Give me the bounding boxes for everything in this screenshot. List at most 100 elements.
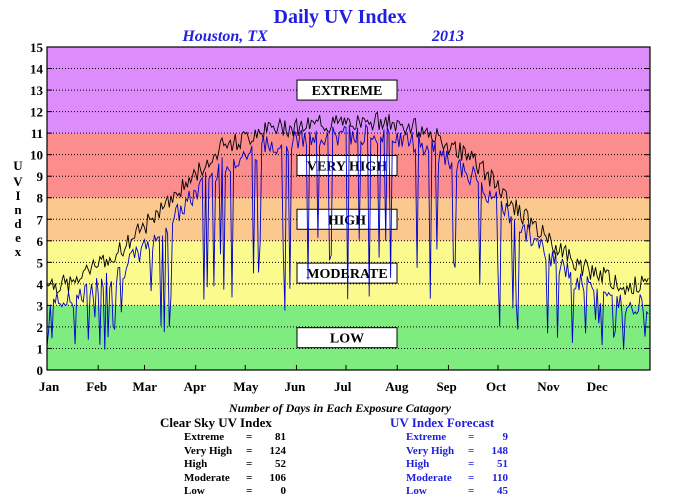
- band-label-text: MODERATE: [306, 267, 387, 282]
- y-axis-label-letter: I: [15, 188, 20, 203]
- band-label-box: [296, 327, 398, 349]
- stats-row: Low = 45: [406, 485, 508, 499]
- stats-row-label: Very High: [406, 444, 455, 457]
- series-lines: [46, 111, 649, 350]
- band-label-extreme: EXTREME: [296, 79, 398, 101]
- stats-row: Moderate = 110: [406, 472, 508, 486]
- band-label-moderate: MODERATE: [296, 262, 398, 284]
- x-tick-label: Oct: [486, 379, 507, 394]
- stats-row-label: Low: [406, 485, 427, 497]
- y-tick-label: 10: [30, 148, 43, 163]
- x-tick-label: Feb: [86, 379, 107, 394]
- forecast-rows: Extreme = 9 Very High = 148 High = 51 Moderate = 11…: [406, 431, 508, 499]
- y-tick-label: 11: [31, 126, 43, 141]
- forecast-stats: UV Index Forecast Extreme = 9 Very High = 148…: [390, 415, 508, 499]
- stats-row-value: 9: [502, 431, 509, 443]
- stats-row-value: 45: [497, 485, 508, 497]
- y-tick-label: 4: [37, 277, 44, 292]
- y-tick-label: 13: [30, 83, 44, 98]
- chart-location: Houston, TX: [181, 28, 268, 45]
- x-tick-label: May: [233, 379, 259, 394]
- stats-row-value: 148: [491, 444, 509, 457]
- x-tick-label: Mar: [132, 379, 157, 394]
- stats-row-label: Low: [184, 485, 205, 497]
- band-label-text: EXTREME: [312, 84, 383, 99]
- forecast-title: UV Index Forecast: [390, 415, 495, 430]
- chart-title: Daily UV Index: [274, 6, 407, 28]
- band-label-low: LOW: [296, 327, 398, 349]
- band-label-text: VERY HIGH: [307, 159, 387, 174]
- y-axis-label-letter: e: [15, 230, 21, 245]
- y-tick-label: 12: [30, 105, 43, 120]
- stats-row: High = 52: [184, 458, 286, 472]
- clear-sky-title: Clear Sky UV Index: [160, 415, 272, 430]
- y-tick-label: 7: [37, 212, 44, 227]
- y-tick-label: 5: [37, 255, 44, 270]
- clear-sky-rows: Extreme = 81 Very High = 124 High = 52 Moderate = 1…: [184, 431, 286, 499]
- band-label-text: LOW: [330, 332, 364, 347]
- stats-row-equals: =: [246, 444, 253, 457]
- y-tick-label: 6: [37, 234, 44, 249]
- stats-row-value: 52: [275, 458, 286, 470]
- stats-row-equals: =: [468, 431, 475, 443]
- stats-row: Very High = 148: [406, 445, 508, 459]
- x-tick-label: Nov: [537, 379, 560, 394]
- series-clear-sky-line: [46, 111, 649, 295]
- stats-row-equals: =: [246, 485, 253, 497]
- stats-row-equals: =: [468, 458, 475, 470]
- chart-year: 2013: [431, 28, 464, 45]
- uv-index-chart: Daily UV Index Houston, TX 2013 LOWMODER…: [13, 6, 651, 415]
- x-tick-label: Aug: [385, 379, 409, 394]
- x-tick-label: Jun: [284, 379, 306, 394]
- stats-row-value: 51: [497, 458, 508, 470]
- stats-row-label: Extreme: [406, 431, 447, 443]
- y-axis-label-letter: U: [13, 158, 23, 173]
- stats-row-label: Extreme: [184, 431, 225, 443]
- y-tick-label: 9: [37, 169, 44, 184]
- stats-row-label: Very High: [184, 444, 233, 457]
- stats-row-equals: =: [246, 458, 253, 470]
- y-tick-label: 2: [37, 320, 44, 335]
- y-tick-label: 1: [37, 341, 44, 356]
- stats-row-value: 110: [492, 471, 508, 484]
- x-tick-label: Jul: [334, 379, 352, 394]
- x-tick-label: Jan: [39, 379, 60, 394]
- y-tick-label: 14: [30, 62, 44, 77]
- stats-row-label: High: [406, 458, 430, 470]
- clear-sky-stats: Clear Sky UV Index Extreme = 81 Very High = 1…: [160, 415, 286, 499]
- stats-row: Very High = 124: [184, 445, 286, 459]
- stats-row-value: 106: [269, 471, 287, 484]
- stats-row-value: 81: [275, 431, 286, 443]
- band-label-box: [296, 154, 398, 176]
- y-axis-label-letter: x: [15, 244, 22, 259]
- y-axis-label-letter: n: [14, 202, 22, 217]
- stats-row-equals: =: [468, 444, 475, 457]
- y-tick-label: 0: [37, 363, 44, 378]
- stats-row-equals: =: [468, 471, 475, 484]
- x-axis-ticks: Jan Feb Mar Apr May Jun Jul Aug Sep Oct Nov Dec: [39, 365, 608, 394]
- band-label-very-high: VERY HIGH: [296, 154, 398, 176]
- x-tick-label: Sep: [436, 379, 456, 394]
- stats-row: Low = 0: [184, 485, 286, 499]
- plot-frame: [46, 46, 651, 371]
- x-tick-label: Apr: [184, 379, 207, 394]
- band-label-box: [296, 79, 398, 101]
- stats-row: Moderate = 106: [184, 472, 286, 486]
- stats-heading: Number of Days in Each Exposure Catagory: [228, 401, 452, 415]
- stats-row-label: Moderate: [406, 471, 452, 484]
- stats-row: High = 51: [406, 458, 508, 472]
- stats-row: Extreme = 9: [406, 431, 508, 445]
- stats-row-equals: =: [246, 431, 253, 443]
- stats-row-value: 0: [280, 485, 287, 497]
- x-tick-label: Dec: [587, 379, 608, 394]
- stats-row: Extreme = 81: [184, 431, 286, 445]
- series-forecast-line: [46, 123, 649, 350]
- y-axis-label-letter: d: [14, 216, 22, 231]
- stats-row-equals: =: [468, 485, 475, 497]
- y-tick-label: 15: [30, 40, 44, 55]
- stats-row-value: 124: [269, 444, 287, 457]
- y-tick-label: 3: [37, 298, 44, 313]
- y-tick-label: 8: [37, 191, 44, 206]
